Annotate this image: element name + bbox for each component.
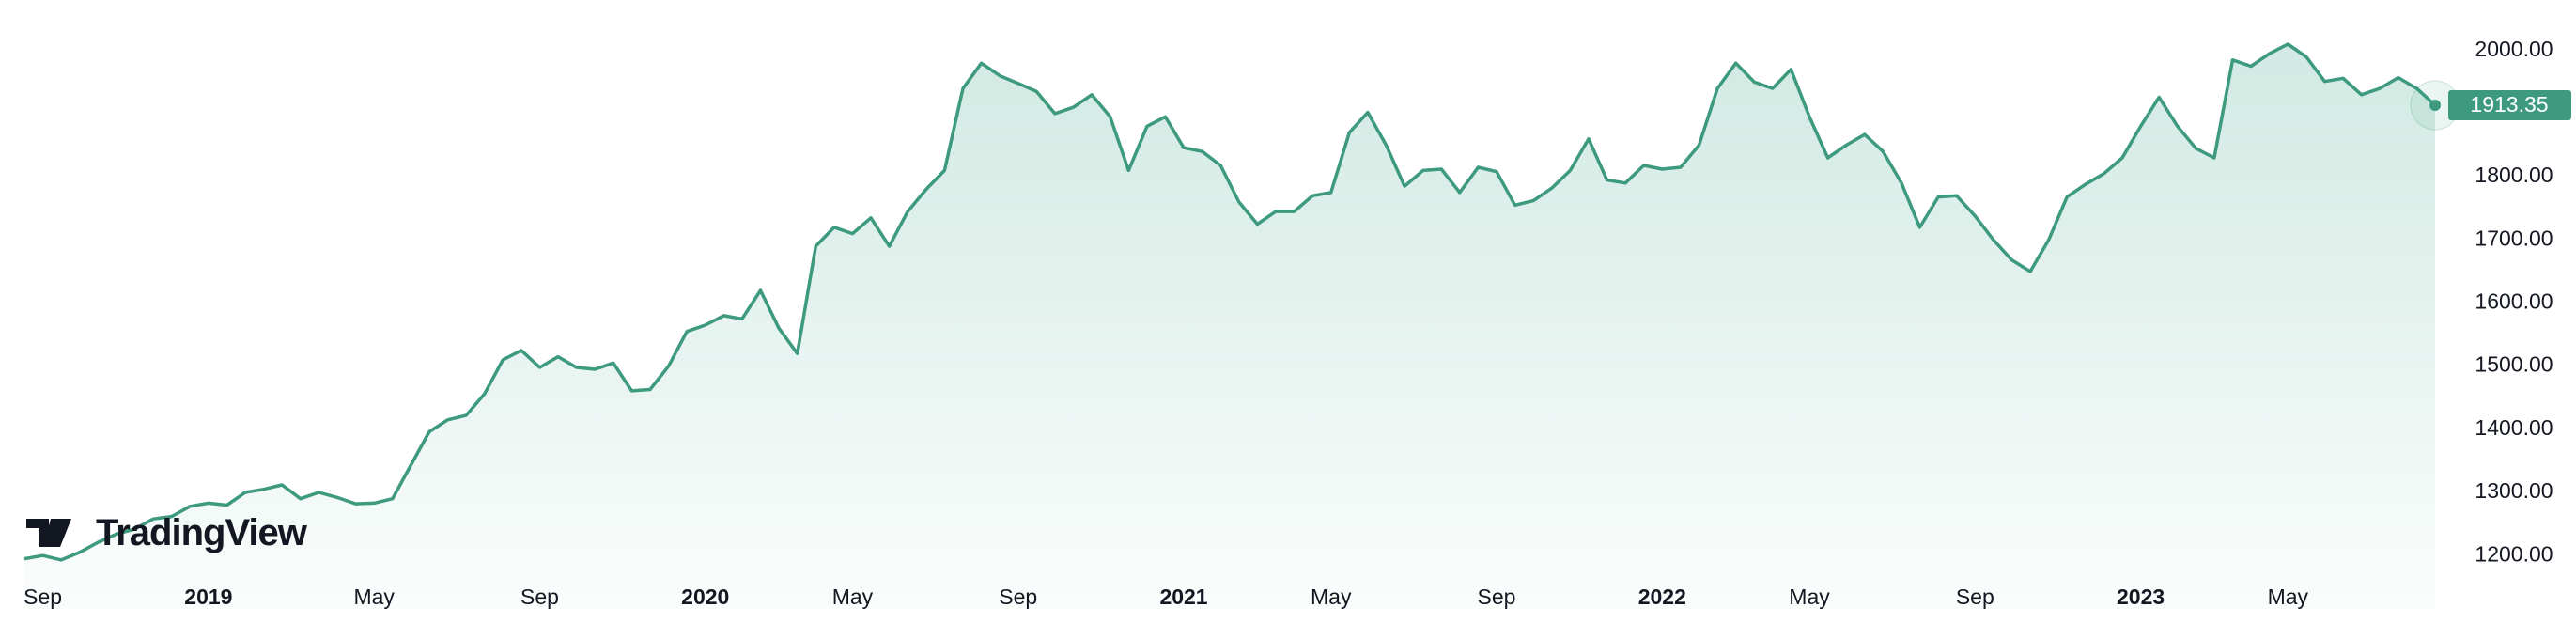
price-line [23, 42, 2437, 562]
x-tick-label: Sep [1956, 584, 1994, 609]
x-tick-label: 2022 [1638, 584, 1686, 609]
y-tick-label: 1700.00 [2475, 226, 2553, 250]
x-tick-label: 2021 [1159, 584, 1207, 609]
y-tick-label: 1800.00 [2475, 163, 2553, 187]
x-tick-label: May [832, 584, 874, 609]
logo-text: TradingView [96, 512, 308, 553]
last-point [2429, 99, 2441, 111]
y-tick-label: 1200.00 [2475, 541, 2553, 566]
y-tick-label: 1400.00 [2475, 415, 2553, 440]
x-tick-label: 2020 [681, 584, 729, 609]
plot-area [23, 42, 2437, 609]
logo: TradingView [26, 512, 309, 553]
x-tick-label: Sep [520, 584, 559, 609]
x-tick-label: May [1789, 584, 1830, 609]
area-fill [24, 44, 2435, 609]
logo-icon [26, 519, 71, 547]
y-tick-label: 1600.00 [2475, 289, 2553, 314]
price-tag-label: 1913.35 [2470, 92, 2548, 117]
x-tick-label: May [353, 584, 395, 609]
x-tick-label: Sep [999, 584, 1037, 609]
x-tick-label: Sep [23, 584, 62, 609]
x-tick-label: 2023 [2117, 584, 2165, 609]
y-tick-label: 1300.00 [2475, 478, 2553, 503]
x-tick-label: May [1311, 584, 1352, 609]
price-tag [2448, 89, 2571, 120]
x-tick-label: Sep [1478, 584, 1516, 609]
x-tick-label: 2019 [184, 584, 232, 609]
x-tick-label: May [2268, 584, 2309, 609]
y-tick-label: 2000.00 [2475, 37, 2553, 61]
y-tick-label: 1500.00 [2475, 352, 2553, 377]
